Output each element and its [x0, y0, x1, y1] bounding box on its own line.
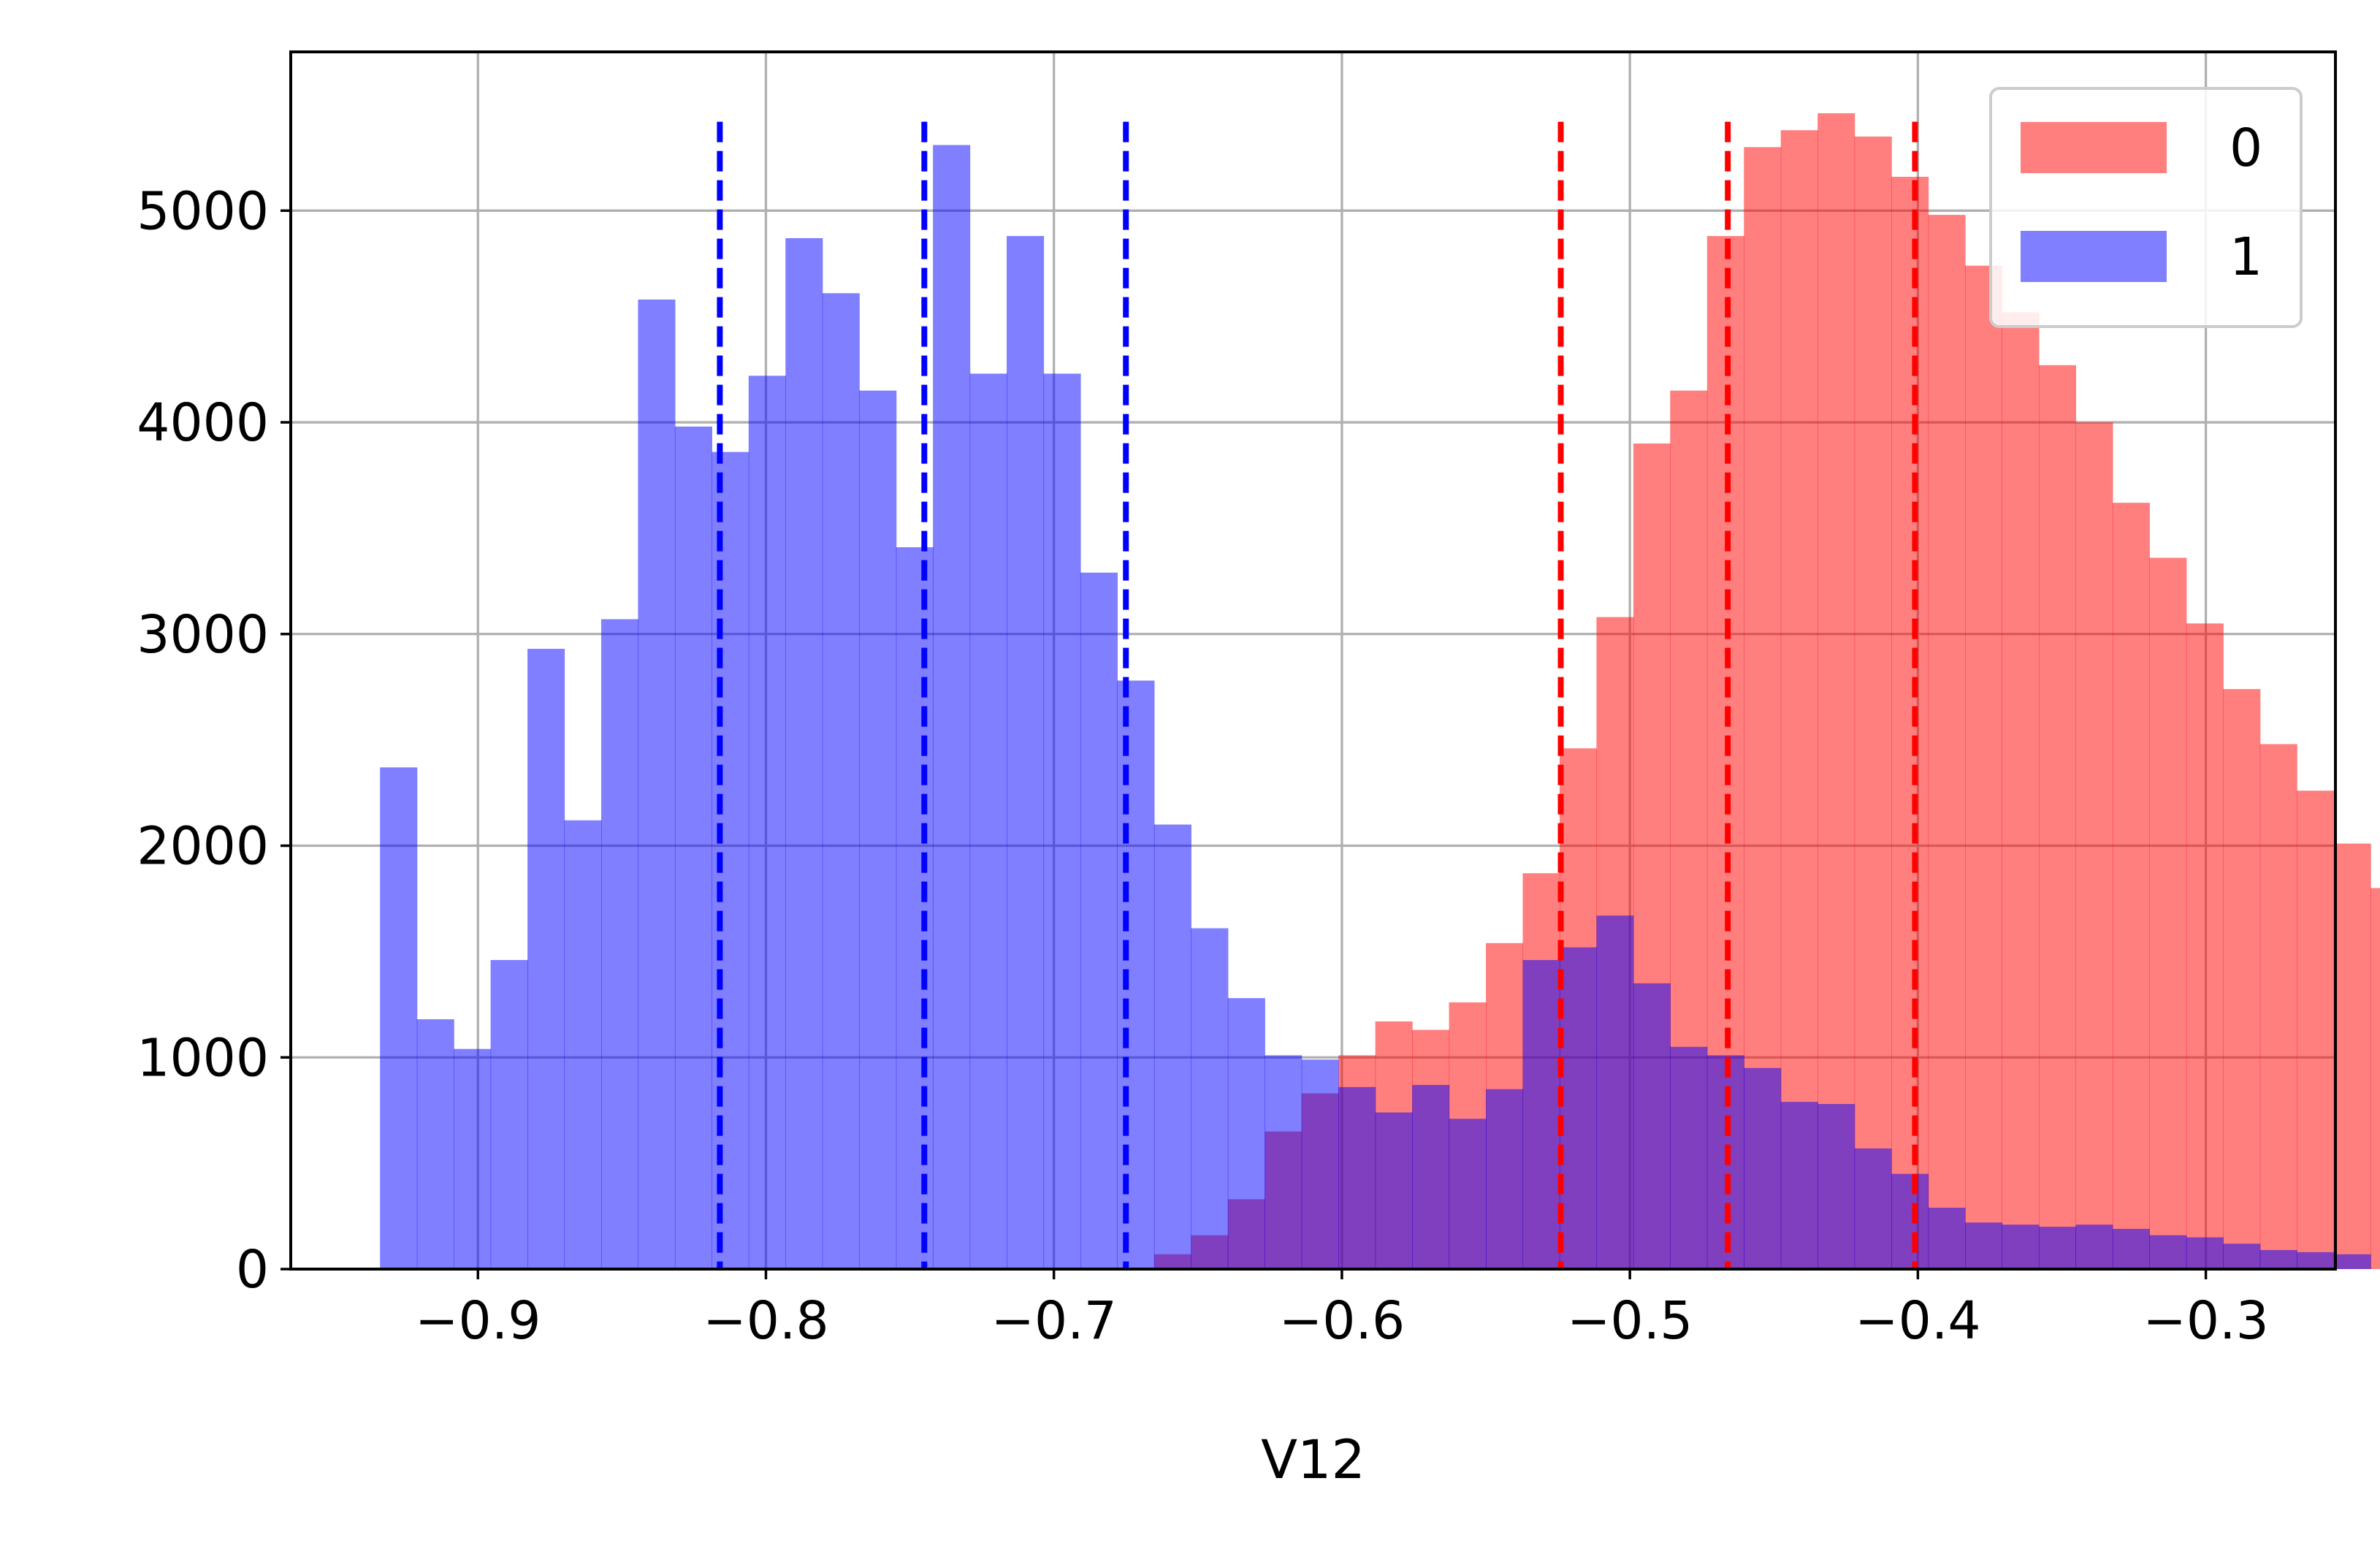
bar-series-0 [2149, 557, 2187, 1269]
bar-series-1 [933, 145, 971, 1269]
legend-swatch-0 [2021, 122, 2167, 173]
bar-series-1 [1965, 1222, 2003, 1269]
bar-series-1 [527, 649, 565, 1269]
bar-series-1 [1412, 1084, 1450, 1269]
bar-series-1 [822, 293, 860, 1269]
bar-series-0 [1891, 176, 1929, 1270]
bar-series-1 [859, 390, 897, 1270]
bar-series-1 [1153, 824, 1191, 1269]
bar-series-0 [1854, 136, 1892, 1270]
bar-series-1 [2297, 1252, 2335, 1269]
x-tick-label: −0.8 [703, 1290, 828, 1351]
y-tick-label: 1000 [137, 1027, 269, 1088]
bar-series-1 [454, 1048, 492, 1269]
x-tick-label: −0.9 [415, 1290, 541, 1351]
y-tick-label: 3000 [137, 604, 269, 665]
bar-series-1 [2259, 1249, 2297, 1269]
bar-series-1 [1338, 1086, 1376, 1269]
bar-series-1 [638, 299, 676, 1270]
bar-series-1 [2075, 1225, 2113, 1269]
bar-series-1 [600, 619, 639, 1269]
bar-series-1 [1559, 947, 1598, 1269]
bar-series-0 [2333, 843, 2371, 1269]
legend-label-0: 0 [2230, 118, 2262, 178]
x-tick-label: −0.6 [1279, 1290, 1405, 1351]
plot-frame [289, 50, 2337, 1271]
bar-series-1 [2333, 1254, 2371, 1269]
legend: 01 [1989, 87, 2303, 328]
bar-series-1 [1670, 1046, 1708, 1269]
bar-series-0 [2259, 744, 2297, 1269]
bar-series-1 [1449, 1119, 1487, 1269]
bar-series-1 [1227, 998, 1265, 1269]
bar-series-1 [1780, 1102, 1818, 1269]
bar-series-0 [2075, 422, 2113, 1269]
quantile-lines [717, 121, 1918, 1269]
bar-series-1 [674, 426, 712, 1269]
bar-series-1 [2223, 1244, 2261, 1269]
bar-series-1 [2186, 1237, 2224, 1269]
legend-label-1: 1 [2230, 226, 2262, 287]
bar-series-1 [2149, 1235, 2187, 1269]
bar-series-1 [1744, 1067, 1782, 1269]
bar-series-1 [1080, 572, 1118, 1269]
bar-series-1 [785, 237, 823, 1269]
bar-series-0 [2371, 888, 2380, 1269]
bar-series-0 [1780, 130, 1818, 1269]
bar-series-0 [2112, 503, 2150, 1270]
bar-series-1 [1854, 1148, 1892, 1269]
bar-series-0 [2002, 312, 2040, 1269]
bar-series-1 [1596, 915, 1634, 1269]
bar-series-1 [1191, 928, 1229, 1269]
x-tick-label: −0.5 [1567, 1290, 1693, 1351]
bar-series-1 [1891, 1173, 1929, 1269]
bar-series-1 [490, 959, 528, 1269]
bar-series-1 [1486, 1089, 1524, 1269]
bar-series-1 [564, 820, 602, 1269]
x-tick-label: −0.3 [2143, 1290, 2268, 1351]
histogram-bars [380, 113, 2380, 1270]
y-tick-label: 0 [236, 1239, 269, 1300]
bar-series-1 [1375, 1112, 1413, 1269]
axis-ticks: −0.9 −0.8 −0.7 −0.6 −0.5 −0.4 −0.3 0 1000 2000 300… [137, 180, 2269, 1351]
bar-series-1 [1265, 1055, 1302, 1269]
y-tick-label: 4000 [137, 392, 269, 453]
bar-series-1 [1818, 1104, 1855, 1269]
bar-series-1 [896, 547, 934, 1269]
bar-series-1 [1522, 959, 1560, 1269]
bar-series-0 [2186, 623, 2224, 1269]
bar-series-0 [1928, 215, 1966, 1269]
bar-series-1 [2002, 1225, 2040, 1269]
bar-series-0 [2223, 689, 2261, 1269]
legend-swatch-1 [2021, 231, 2167, 282]
bar-series-1 [416, 1019, 454, 1269]
x-tick-label: −0.4 [1855, 1290, 1980, 1351]
bar-series-1 [1043, 373, 1081, 1270]
bar-series-1 [969, 373, 1007, 1270]
bar-series-0 [1818, 113, 1855, 1269]
bar-series-0 [2038, 365, 2077, 1269]
bar-series-0 [2297, 791, 2335, 1269]
bar-series-1 [380, 767, 418, 1269]
bar-series-0 [1965, 265, 2003, 1270]
y-tick-label: 2000 [137, 816, 269, 877]
y-tick-label: 5000 [137, 180, 269, 241]
bar-series-1 [1301, 1059, 1339, 1269]
bar-series-1 [1007, 236, 1045, 1270]
bar-series-1 [2112, 1228, 2150, 1269]
bar-series-1 [1117, 680, 1155, 1269]
bar-series-1 [1633, 983, 1671, 1269]
bar-series-1 [1928, 1207, 1966, 1269]
x-tick-label: −0.7 [991, 1290, 1116, 1351]
bar-series-1 [748, 376, 786, 1270]
x-axis-label: V12 [1261, 1429, 1365, 1491]
bar-series-1 [2038, 1227, 2077, 1269]
